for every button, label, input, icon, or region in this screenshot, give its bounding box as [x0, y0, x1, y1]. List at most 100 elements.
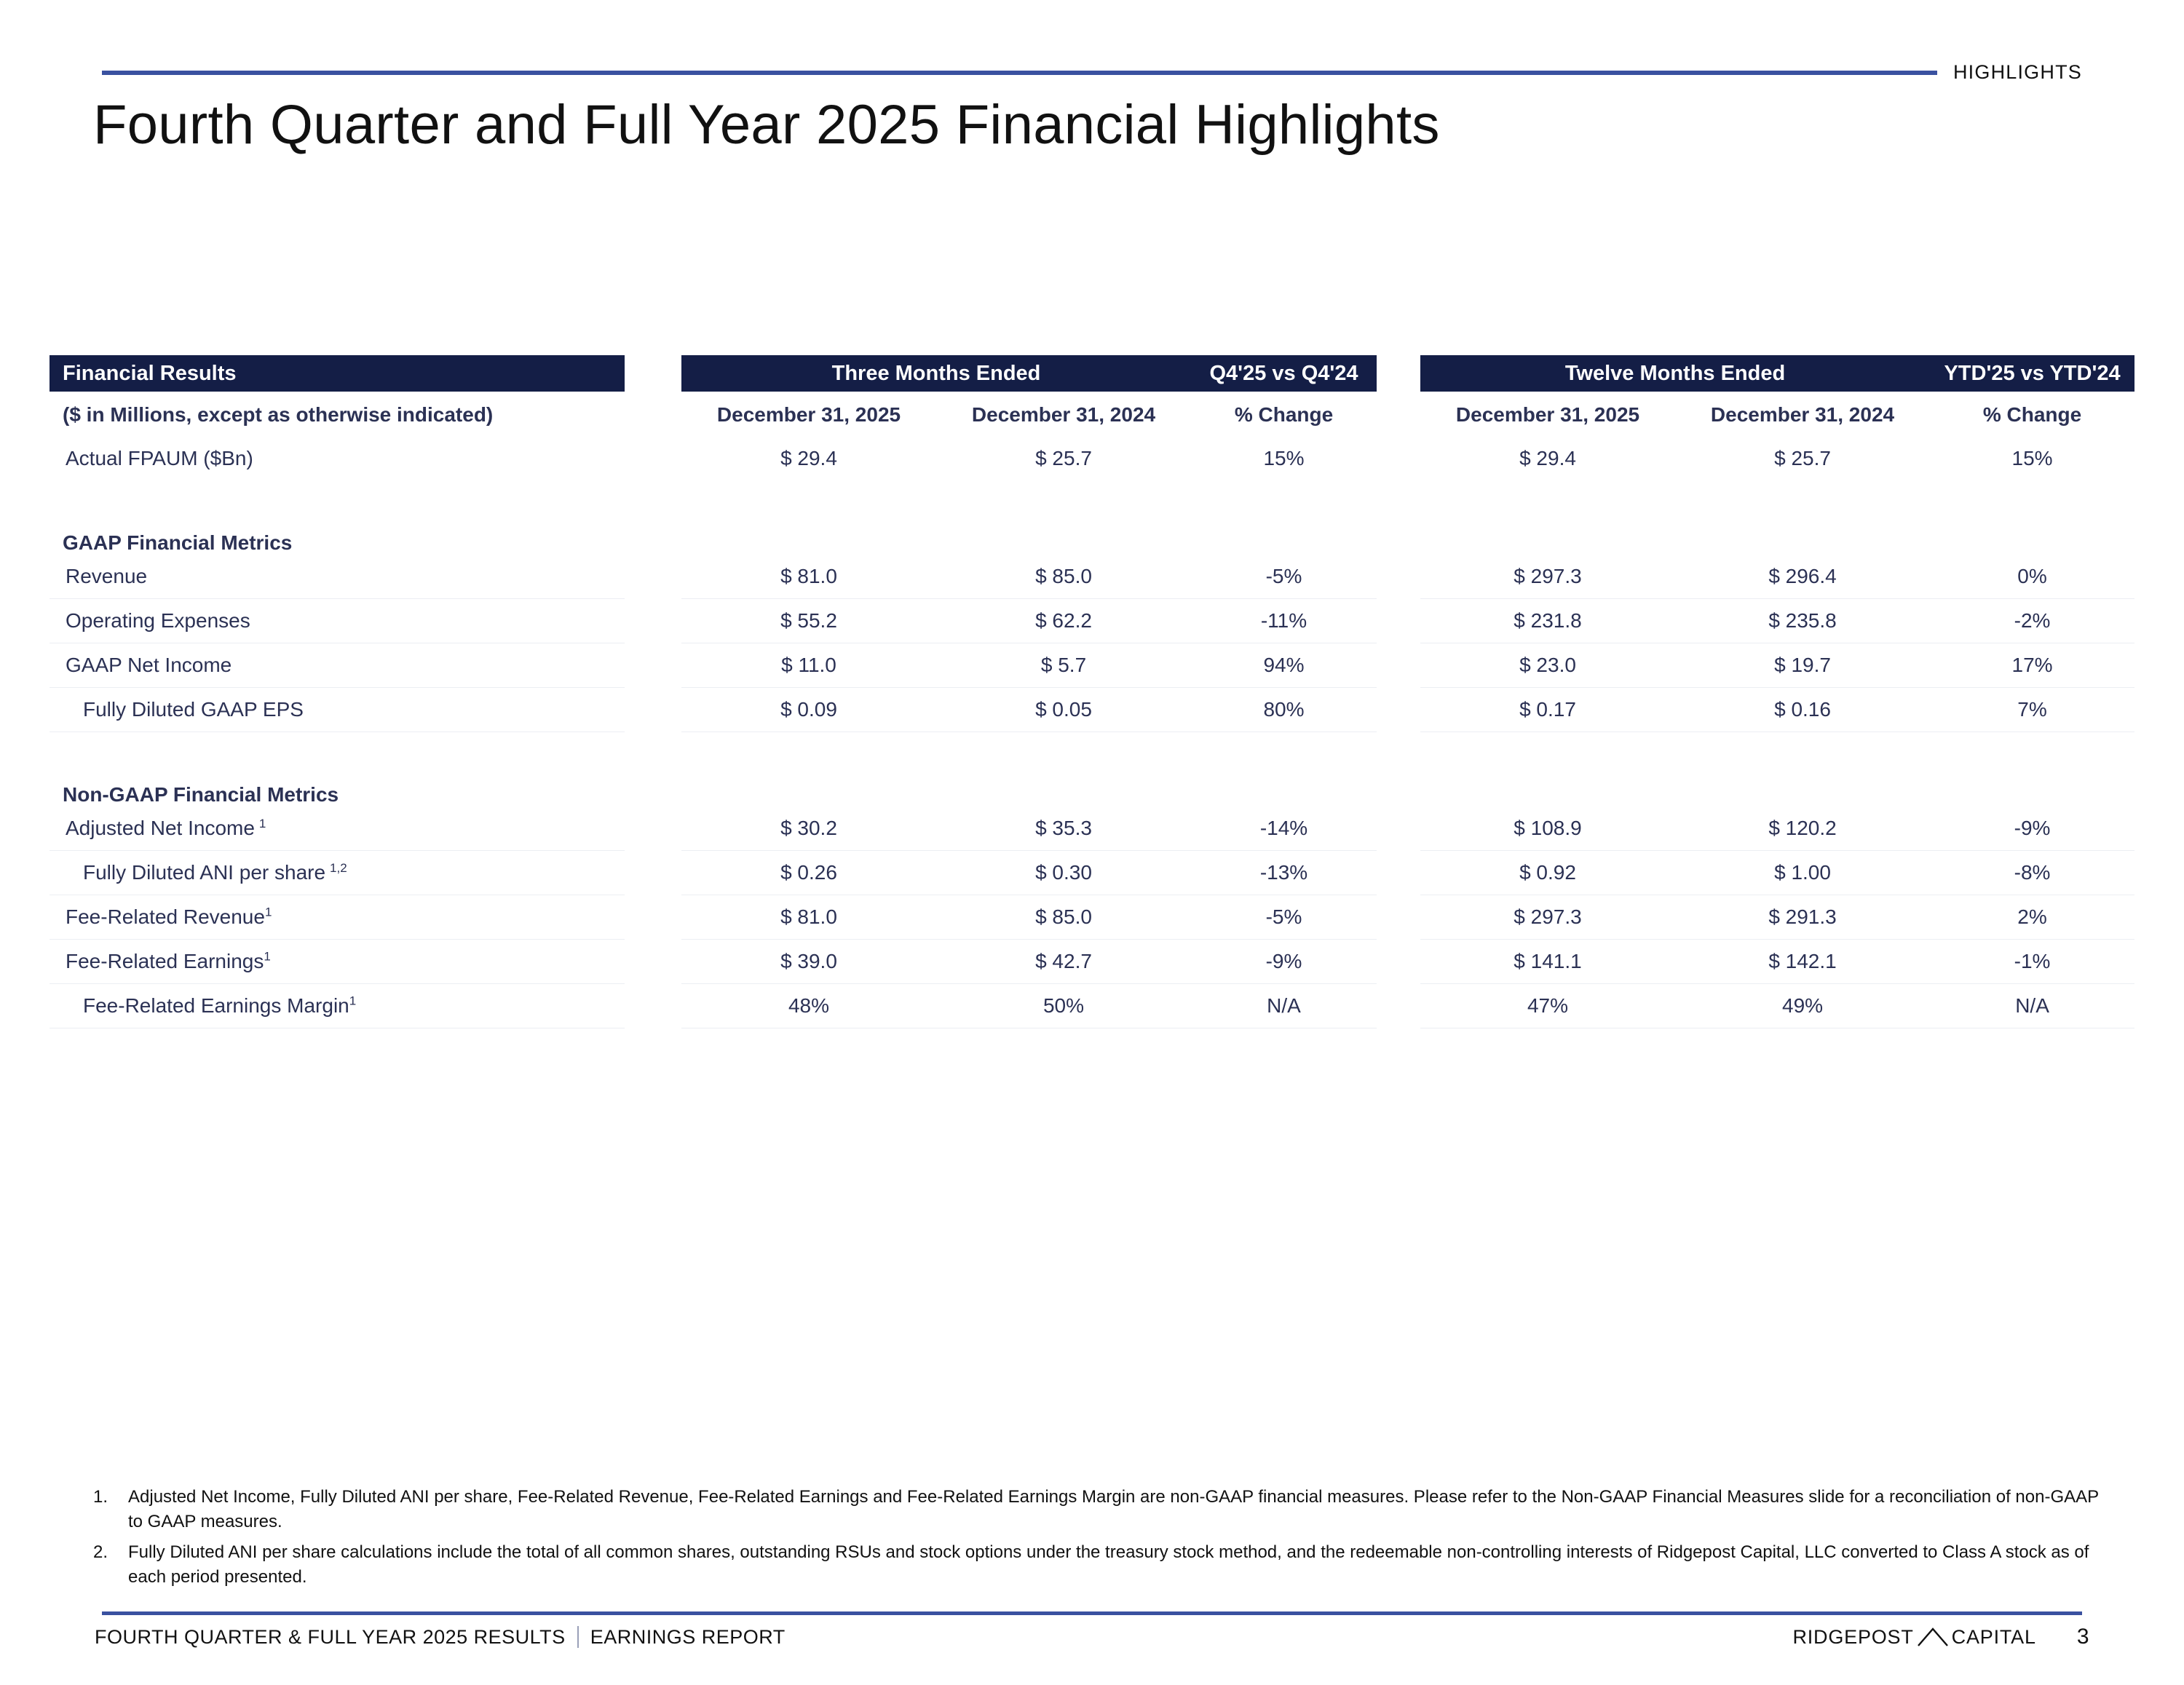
cell-gaap-2-q1: $ 11.0 [681, 643, 936, 688]
brand-name-second: CAPITAL [1951, 1625, 2036, 1648]
row-label-gaap-1: Operating Expenses [50, 598, 625, 643]
cell-nongaap-2-yc: 2% [1930, 895, 2135, 940]
footnote-number: 2. [93, 1542, 108, 1563]
column-header-y-2024: December 31, 2024 [1710, 403, 1895, 426]
footnote-number: 1. [93, 1487, 108, 1507]
cell-nongaap-2-qc: -5% [1191, 895, 1377, 940]
cell-nongaap-0-y2: $ 120.2 [1675, 806, 1931, 851]
row-gap-left [625, 806, 681, 851]
cell-gaap-2-yc: 17% [1930, 643, 2135, 688]
cell-nongaap-3-y2: $ 142.1 [1675, 939, 1931, 984]
cell-nongaap-0-q1: $ 30.2 [681, 806, 936, 851]
column-header-q-2025: December 31, 2025 [716, 403, 901, 426]
row-gap-left [625, 643, 681, 688]
footer-divider-line [102, 1611, 2082, 1615]
cell-nongaap-1-y1: $ 0.92 [1420, 850, 1676, 895]
footnote-item: 1. Adjusted Net Income, Fully Diluted ANI… [93, 1485, 2102, 1534]
table-row: Fee-Related Earnings1 $ 39.0 $ 42.7 -9% $ 14… [50, 939, 2135, 984]
cell-nongaap-1-qc: -13% [1191, 850, 1377, 895]
page-title: Fourth Quarter and Full Year 2025 Financ… [93, 94, 1440, 156]
row-gap-left [625, 555, 681, 599]
row-label-nongaap-3: Fee-Related Earnings1 [50, 939, 625, 984]
row-gap-right [1377, 643, 1420, 688]
row-gap-right [1377, 984, 1420, 1028]
footnotes-block: 1. Adjusted Net Income, Fully Diluted ANI… [93, 1485, 2102, 1595]
cell-nongaap-1-q1: $ 0.26 [681, 850, 936, 895]
footer-deck-title: FOURTH QUARTER & FULL YEAR 2025 RESULTS [95, 1625, 566, 1648]
cell-nongaap-0-qc: -14% [1191, 806, 1377, 851]
footnote-marker: 1 [349, 994, 357, 1008]
cell-gaap-1-y1: $ 231.8 [1420, 598, 1676, 643]
cell-nongaap-4-yc: N/A [1930, 983, 2135, 1028]
footnote-marker: 1 [264, 905, 272, 919]
footer-right-group: RIDGEPOST CAPITAL 3 [1792, 1625, 2089, 1649]
column-header-q-2024: December 31, 2024 [971, 403, 1156, 426]
row-gap-right [1377, 437, 1420, 480]
brand-name-first: RIDGEPOST [1792, 1625, 1914, 1648]
band-twelve-months-ended: Twelve Months Ended [1420, 355, 1931, 392]
footer-separator-icon [577, 1626, 579, 1648]
cell-nongaap-3-qc: -9% [1191, 939, 1377, 984]
row-gap-left [625, 688, 681, 732]
cell-gaap-3-q1: $ 0.09 [681, 687, 936, 732]
subhead-gap-left [625, 392, 681, 437]
row-label-nongaap-2: Fee-Related Revenue1 [50, 895, 625, 940]
cell-nongaap-0-y1: $ 108.9 [1420, 806, 1676, 851]
table-row: Adjusted Net Income 1 $ 30.2 $ 35.3 -14% $ 10… [50, 806, 2135, 851]
cell-nongaap-2-y1: $ 297.3 [1420, 895, 1676, 940]
cell-gaap-2-qc: 94% [1191, 643, 1377, 688]
table-spacer [50, 480, 2134, 512]
gaap-rows-body: Revenue $ 81.0 $ 85.0 -5% $ 297.3 $ 296.4 0% Op… [50, 555, 2135, 732]
cell-gaap-3-qc: 80% [1191, 687, 1377, 732]
cell-nongaap-1-q2: $ 0.30 [936, 850, 1192, 895]
cell-nongaap-0-q2: $ 35.3 [936, 806, 1192, 851]
row-label-fpaum: Actual FPAUM ($Bn) [66, 447, 253, 469]
section-heading-row-nongaap: Non-GAAP Financial Metrics [50, 764, 2134, 806]
row-gap-left [625, 599, 681, 643]
footnote-marker: 1 [264, 949, 271, 964]
row-label-gaap-3: Fully Diluted GAAP EPS [50, 687, 625, 732]
cell-nongaap-1-y2: $ 1.00 [1675, 850, 1931, 895]
cell-gaap-1-q2: $ 62.2 [936, 598, 1192, 643]
cell-gaap-3-q2: $ 0.05 [936, 687, 1192, 732]
nongaap-rows-body: Adjusted Net Income 1 $ 30.2 $ 35.3 -14% $ 10… [50, 806, 2135, 1028]
cell-gaap-0-q1: $ 81.0 [681, 555, 936, 599]
column-header-y-pct-change: % Change [1982, 403, 2082, 426]
section-heading-filler-2 [625, 764, 2134, 806]
cell-gaap-0-qc: -5% [1191, 555, 1377, 599]
cell-nongaap-0-yc: -9% [1930, 806, 2135, 851]
table-row: Fee-Related Revenue1 $ 81.0 $ 85.0 -5% $ 297… [50, 895, 2135, 940]
cell-nongaap-2-q1: $ 81.0 [681, 895, 936, 940]
table-row: Fee-Related Earnings Margin1 48% 50% N/A 47%… [50, 983, 2135, 1028]
spacer-cell-2 [50, 732, 2134, 765]
cell-nongaap-4-y2: 49% [1675, 983, 1931, 1028]
header-divider-line [102, 70, 1937, 75]
row-gap-left [625, 895, 681, 940]
spacer-cell [50, 480, 2134, 512]
row-gap-right [1377, 806, 1420, 851]
cell-nongaap-3-y1: $ 141.1 [1420, 939, 1676, 984]
footnote-text: Fully Diluted ANI per share calculations… [128, 1542, 2089, 1587]
page-number: 3 [2076, 1625, 2089, 1649]
column-header-y-2025: December 31, 2025 [1455, 403, 1640, 426]
row-label-nongaap-0: Adjusted Net Income 1 [50, 806, 625, 851]
units-note: ($ in Millions, except as otherwise indi… [63, 403, 494, 426]
table-subheader-row: ($ in Millions, except as otherwise indi… [50, 392, 2134, 437]
cell-nongaap-4-y1: 47% [1420, 983, 1676, 1028]
section-eyebrow-label: HIGHLIGHTS [1952, 61, 2082, 83]
cell-gaap-1-yc: -2% [1930, 598, 2135, 643]
band-financial-results: Financial Results [50, 355, 625, 392]
row-gap-right [1377, 940, 1420, 984]
cell-gaap-1-qc: -11% [1191, 598, 1377, 643]
cell-gaap-3-y2: $ 0.16 [1675, 687, 1931, 732]
cell-fpaum-q1: $ 29.4 [780, 447, 837, 469]
slide-header-rule-group: HIGHLIGHTS [102, 61, 2082, 84]
section-heading-filler [625, 512, 2134, 555]
row-gap-right [1377, 851, 1420, 895]
cell-fpaum-q2: $ 25.7 [1035, 447, 1092, 469]
table-spacer-2 [50, 732, 2134, 765]
table-band-row: Financial Results Three Months Ended Q4'… [50, 355, 2135, 392]
row-gap-left [625, 940, 681, 984]
slide-footer: FOURTH QUARTER & FULL YEAR 2025 RESULTS … [95, 1625, 2089, 1649]
financial-results-table-container: Financial Results Three Months Ended Q4'… [50, 355, 2135, 1028]
